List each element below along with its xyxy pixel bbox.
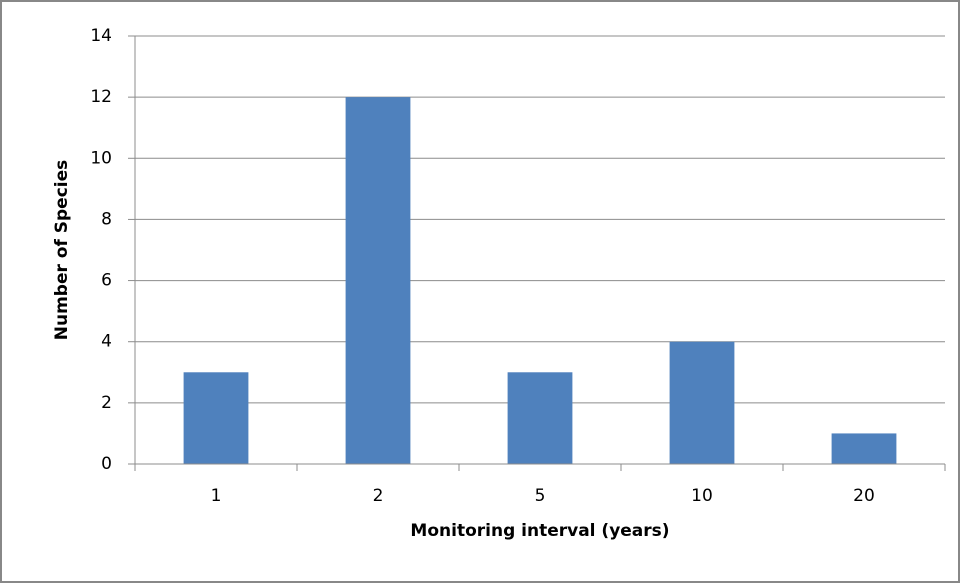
bar [183, 372, 249, 464]
x-tick-label: 20 [853, 486, 875, 506]
y-tick-label: 14 [90, 26, 112, 46]
bar [345, 97, 411, 465]
x-axis-title: Monitoring interval (years) [410, 521, 669, 541]
y-tick-label: 8 [101, 209, 112, 229]
y-tick-label: 0 [101, 454, 112, 474]
y-tick-label: 12 [90, 87, 112, 107]
y-tick-label: 10 [90, 148, 112, 168]
bar [831, 433, 897, 464]
y-axis-title: Number of Species [52, 160, 72, 341]
bar [507, 372, 573, 464]
x-tick-label: 5 [535, 486, 546, 506]
y-tick-label: 4 [101, 332, 112, 352]
bar [669, 341, 735, 464]
x-tick-label: 1 [211, 486, 222, 506]
x-tick-label: 10 [691, 486, 713, 506]
y-tick-label: 6 [101, 271, 112, 291]
y-tick-label: 2 [101, 393, 112, 413]
x-tick-label: 2 [373, 486, 384, 506]
